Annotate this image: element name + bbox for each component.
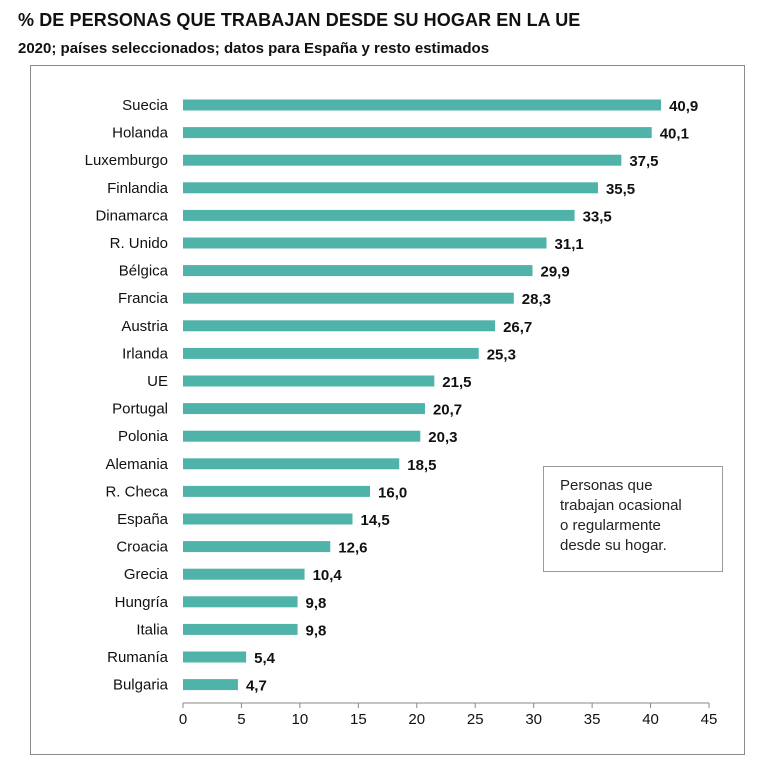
value-label: 20,7 bbox=[433, 402, 462, 419]
x-tick-label: 35 bbox=[584, 711, 601, 728]
category-label: Luxemburgo bbox=[85, 152, 168, 169]
bar bbox=[183, 209, 575, 221]
x-tick-label: 5 bbox=[237, 711, 245, 728]
value-label: 25,3 bbox=[487, 346, 516, 363]
value-label: 21,5 bbox=[442, 374, 471, 391]
category-label: Alemania bbox=[105, 456, 168, 473]
category-label: Grecia bbox=[124, 566, 169, 583]
category-label: Hungría bbox=[115, 594, 169, 611]
category-label: Bélgica bbox=[119, 263, 169, 280]
value-label: 9,8 bbox=[306, 595, 327, 612]
category-label: Italia bbox=[136, 621, 168, 638]
category-label: UE bbox=[147, 373, 168, 390]
bar bbox=[183, 596, 298, 608]
bar bbox=[183, 127, 652, 139]
legend-note-line: desde su hogar. bbox=[560, 537, 667, 554]
category-label: Holanda bbox=[112, 125, 169, 142]
bar bbox=[183, 568, 305, 580]
value-label: 29,9 bbox=[540, 264, 569, 281]
bar bbox=[183, 265, 533, 277]
bar bbox=[183, 182, 598, 194]
bar bbox=[183, 679, 238, 691]
chart-title: % DE PERSONAS QUE TRABAJAN DESDE SU HOGA… bbox=[18, 10, 581, 30]
legend-note-line: o regularmente bbox=[560, 517, 661, 534]
chart-frame bbox=[30, 65, 745, 755]
x-tick-label: 25 bbox=[467, 711, 484, 728]
x-tick-label: 20 bbox=[408, 711, 425, 728]
chart-subtitle: 2020; países seleccionados; datos para E… bbox=[18, 40, 490, 57]
legend-note-box: Personas que trabajan ocasional o regula… bbox=[543, 466, 723, 572]
bar bbox=[183, 430, 421, 442]
category-label: Francia bbox=[118, 290, 169, 307]
category-label: Polonia bbox=[118, 428, 169, 445]
bar bbox=[183, 458, 400, 470]
bar bbox=[183, 541, 331, 553]
x-tick-label: 40 bbox=[642, 711, 659, 728]
category-label: Portugal bbox=[112, 401, 168, 418]
category-label: Suecia bbox=[122, 97, 169, 114]
value-label: 37,5 bbox=[629, 153, 658, 170]
value-label: 35,5 bbox=[606, 181, 635, 198]
legend-note-line: Personas que bbox=[560, 477, 653, 494]
bar bbox=[183, 154, 622, 166]
category-label: Austria bbox=[121, 318, 168, 335]
bar bbox=[183, 320, 496, 332]
value-label: 40,9 bbox=[669, 98, 698, 115]
bar bbox=[183, 292, 514, 304]
bar bbox=[183, 403, 425, 415]
bar bbox=[183, 375, 435, 387]
x-tick-label: 15 bbox=[350, 711, 367, 728]
category-label: Dinamarca bbox=[95, 207, 168, 224]
value-label: 28,3 bbox=[522, 291, 551, 308]
bar bbox=[183, 347, 479, 359]
category-label: Bulgaria bbox=[113, 677, 169, 694]
x-tick-label: 0 bbox=[179, 711, 187, 728]
category-label: R. Unido bbox=[110, 235, 168, 252]
bar bbox=[183, 485, 371, 497]
bar bbox=[183, 623, 298, 635]
category-label: Rumanía bbox=[107, 649, 169, 666]
legend-note-line: trabajan ocasional bbox=[560, 497, 682, 514]
bar bbox=[183, 513, 353, 525]
value-label: 16,0 bbox=[378, 484, 407, 501]
value-label: 20,3 bbox=[428, 429, 457, 446]
category-label: Finlandia bbox=[107, 180, 169, 197]
value-label: 5,4 bbox=[254, 650, 276, 667]
value-label: 26,7 bbox=[503, 319, 532, 336]
value-label: 10,4 bbox=[313, 567, 343, 584]
bar bbox=[183, 99, 662, 111]
value-label: 4,7 bbox=[246, 678, 267, 695]
category-label: Croacia bbox=[116, 539, 168, 556]
category-label: España bbox=[117, 511, 169, 528]
value-label: 14,5 bbox=[360, 512, 389, 529]
x-tick-label: 30 bbox=[525, 711, 542, 728]
x-tick-label: 45 bbox=[701, 711, 718, 728]
category-label: R. Checa bbox=[105, 483, 168, 500]
value-label: 33,5 bbox=[583, 208, 612, 225]
value-label: 31,1 bbox=[555, 236, 584, 253]
bar bbox=[183, 237, 547, 249]
value-label: 12,6 bbox=[338, 540, 367, 557]
value-label: 9,8 bbox=[306, 622, 327, 639]
bar bbox=[183, 651, 247, 663]
value-label: 18,5 bbox=[407, 457, 436, 474]
value-label: 40,1 bbox=[660, 126, 689, 143]
category-label: Irlanda bbox=[122, 345, 169, 362]
x-tick-label: 10 bbox=[292, 711, 309, 728]
